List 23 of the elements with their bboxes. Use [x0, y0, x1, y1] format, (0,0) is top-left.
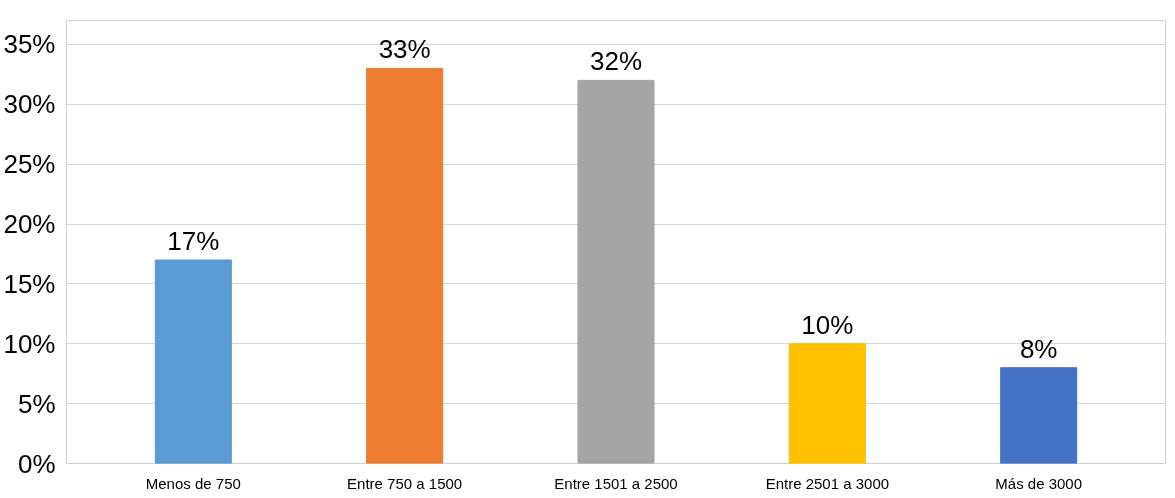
y-tick-label: 35%	[3, 29, 56, 60]
x-tick-label: Menos de 750	[145, 474, 241, 492]
x-tick-label: Más de 3000	[995, 474, 1083, 492]
data-label: 33%	[378, 34, 431, 65]
bar	[366, 67, 444, 464]
bar	[788, 343, 866, 464]
x-tick-label: Entre 750 a 1500	[347, 474, 463, 492]
x-tick-label: Entre 1501 a 2500	[554, 474, 678, 492]
bar	[1000, 367, 1078, 464]
data-label: 10%	[801, 309, 854, 340]
data-label: 8%	[1019, 333, 1058, 364]
y-tick-label: 20%	[3, 209, 56, 240]
data-label: 32%	[589, 46, 643, 77]
y-tick-label: 30%	[3, 89, 56, 120]
y-tick-label: 25%	[3, 149, 56, 180]
y-tick-label: 10%	[3, 328, 56, 359]
y-tick-label: 0%	[17, 448, 56, 479]
bar	[577, 79, 655, 464]
x-tick-label: Entre 2501 a 3000	[765, 474, 890, 492]
y-tick-label: 5%	[17, 388, 56, 419]
bar	[154, 259, 232, 464]
data-label: 17%	[167, 225, 220, 256]
y-tick-label: 15%	[3, 268, 56, 299]
